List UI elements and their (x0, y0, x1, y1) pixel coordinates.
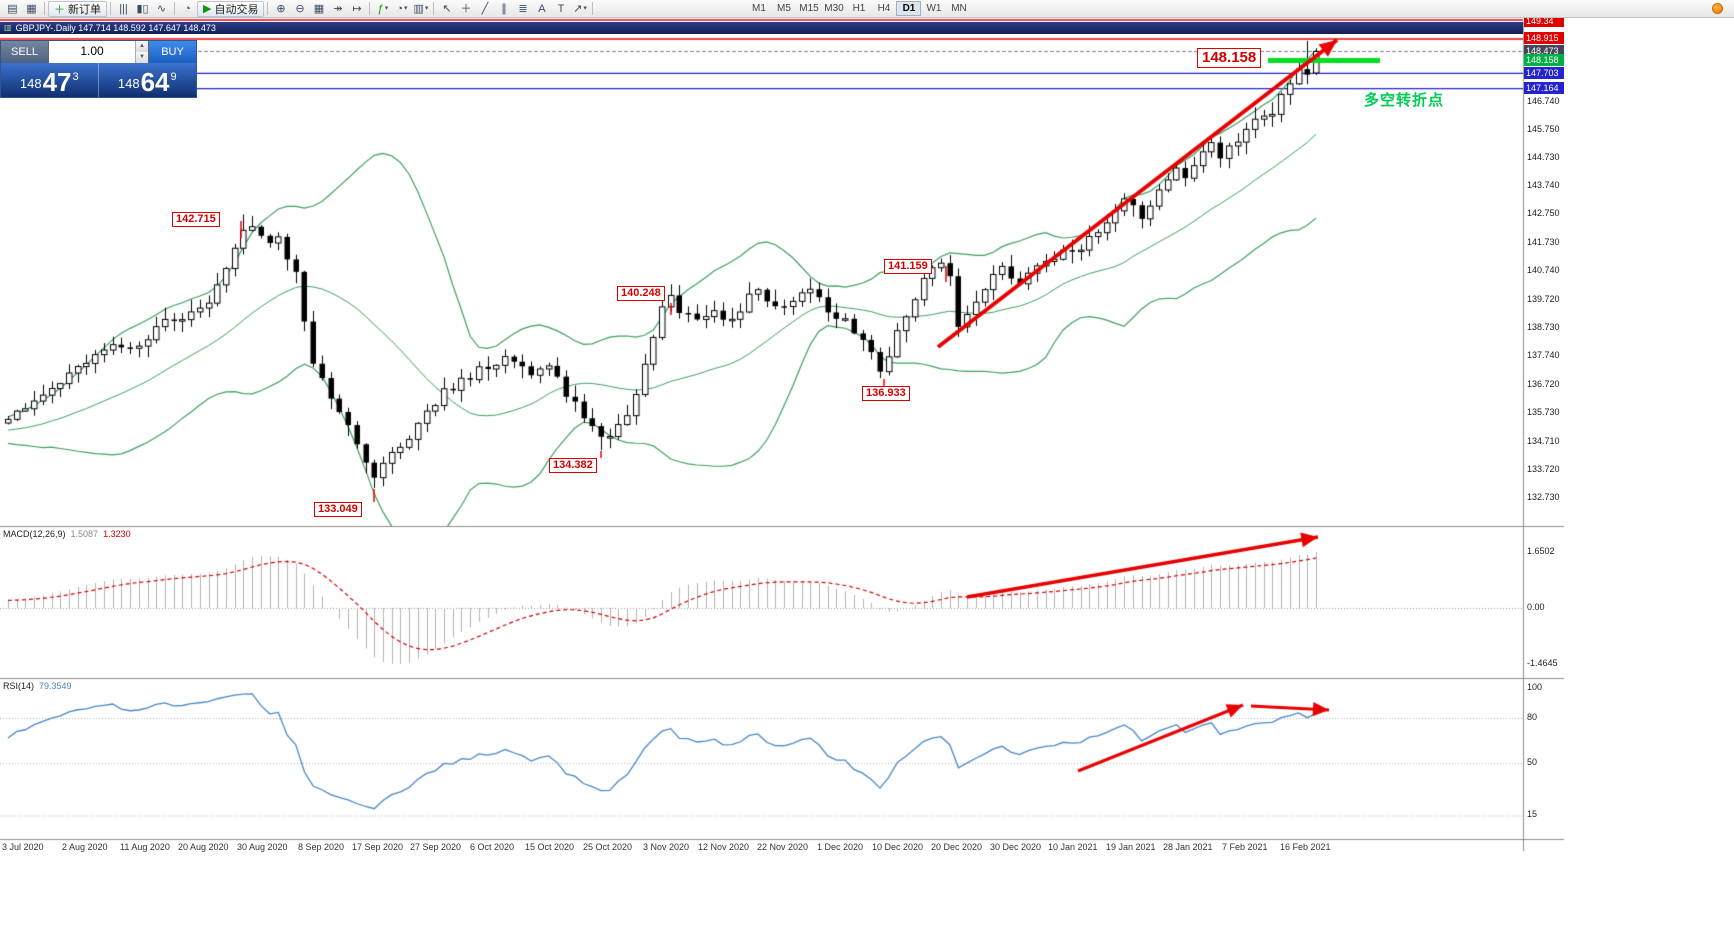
tile-windows-icon[interactable]: ▦ (309, 1, 328, 17)
autotrading-button-icon: ▶ (203, 3, 212, 15)
volume-value[interactable]: 1.00 (80, 44, 104, 58)
timeframe-w1[interactable]: W1 (921, 1, 946, 16)
sell-price-sup: 3 (72, 71, 79, 83)
crosshair-icon[interactable]: ＋ (456, 1, 475, 17)
timeframe-h4[interactable]: H4 (871, 1, 896, 16)
cursor-icon[interactable]: ↖ (437, 1, 456, 17)
dropdown-arrow-icon: ▾ (384, 4, 389, 12)
timeframe-m1[interactable]: M1 (746, 1, 771, 16)
toolbar-separator (592, 2, 594, 15)
dropdown-arrow-icon: ▾ (583, 4, 587, 12)
arrows-icon[interactable]: ↗ ▾ (570, 1, 589, 17)
label-icon[interactable]: T (551, 1, 570, 17)
one-click-trading-panel: SELL 1.00 ▲ ▼ BUY 148 47 3 148 64 9 (0, 40, 197, 98)
buy-price-big: 64 (140, 67, 170, 97)
timeframe-group: M1 M5 M15 M30 H1 H4 D1 W1 MN (746, 1, 971, 16)
candlestick-chart-icon[interactable]: ▮▯ (133, 1, 152, 17)
toolbar-separator (110, 2, 111, 15)
toolbar-separator (369, 2, 371, 15)
timeframe-m5[interactable]: M5 (771, 1, 796, 16)
chart-title: GBPJPY-.Daily 147.714 148.592 147.647 14… (15, 23, 216, 33)
dropdown-arrow-icon: ▾ (424, 4, 429, 12)
buy-price-prefix: 148 (117, 76, 140, 91)
trendline-icon[interactable]: ╱ (475, 1, 494, 17)
zoom-in-icon[interactable]: ⊕ (271, 1, 290, 17)
volume-spinner[interactable]: ▲ ▼ (135, 41, 148, 63)
period-icon[interactable]: ◔ (178, 1, 197, 17)
sell-price-prefix: 148 (19, 76, 42, 91)
chart-shift-icon[interactable]: ↦ (347, 1, 366, 17)
volume-field[interactable]: 1.00 ▲ ▼ (48, 41, 149, 63)
timeframe-m15[interactable]: M15 (796, 1, 821, 16)
buy-price[interactable]: 148 64 9 (99, 63, 197, 97)
sell-button[interactable]: SELL (1, 41, 48, 63)
auto-scroll-icon[interactable]: ↠ (328, 1, 347, 17)
buy-button[interactable]: BUY (149, 41, 196, 63)
line-chart-icon[interactable]: ∿ (152, 1, 171, 17)
new-order-button-label: 新订单 (68, 3, 101, 16)
spin-up-icon[interactable]: ▲ (136, 41, 148, 52)
fibonacci-icon[interactable]: ≣ (513, 1, 532, 17)
templates-button[interactable]: ▥ ▾ (411, 1, 430, 17)
trade-prices-row: 148 47 3 148 64 9 (1, 63, 196, 97)
periods-button[interactable]: ◔ ▾ (392, 1, 411, 17)
sell-price[interactable]: 148 47 3 (1, 63, 99, 97)
indicators-button[interactable]: ƒ ▾ (373, 1, 392, 17)
chart-open-icon[interactable]: ▤ (3, 1, 22, 17)
new-order-button-icon: ＋ (54, 3, 65, 16)
timeframe-d1[interactable]: D1 (896, 1, 922, 16)
sell-price-big: 47 (42, 67, 72, 97)
chart-icon: ▥ (4, 23, 12, 32)
text-icon[interactable]: A (532, 1, 551, 17)
notification-icon[interactable] (1712, 3, 1723, 14)
timeframe-h1[interactable]: H1 (846, 1, 871, 16)
toolbar: ▤ ▦ ＋新订单 ||| ▮▯ ∿ ◔ ▶ 自动交易 ⊕ ⊖ ▦ ↠ ↦ ƒ ▾ ◔ ▾ ▥ ▾ ↖ ＋ ╱ ∥ ≣ A T ↗ ▾ M1… (0, 0, 1734, 18)
toolbar-separator (267, 2, 269, 15)
chart-title-bar[interactable]: ▥ GBPJPY-.Daily 147.714 148.592 147.647 … (0, 22, 1523, 34)
timeframe-mn[interactable]: MN (946, 1, 971, 16)
bar-chart-icon[interactable]: ||| (114, 1, 133, 17)
toolbar-separator (44, 2, 45, 15)
profiles-icon[interactable]: ▦ (22, 1, 41, 17)
toolbar-separator (433, 2, 435, 15)
autotrading-button-label: 自动交易 (214, 3, 259, 16)
channel-icon[interactable]: ∥ (494, 1, 513, 17)
spin-down-icon[interactable]: ▼ (136, 52, 148, 63)
toolbar-separator (174, 2, 175, 15)
buy-price-sup: 9 (170, 71, 177, 83)
autotrading-button[interactable]: ▶ 自动交易 (197, 0, 265, 17)
timeframe-m30[interactable]: M30 (821, 1, 846, 16)
trade-controls-row: SELL 1.00 ▲ ▼ BUY (1, 41, 196, 63)
new-order-button[interactable]: ＋新订单 (48, 0, 107, 17)
zoom-out-icon[interactable]: ⊖ (290, 1, 309, 17)
dropdown-arrow-icon: ▾ (404, 4, 408, 12)
